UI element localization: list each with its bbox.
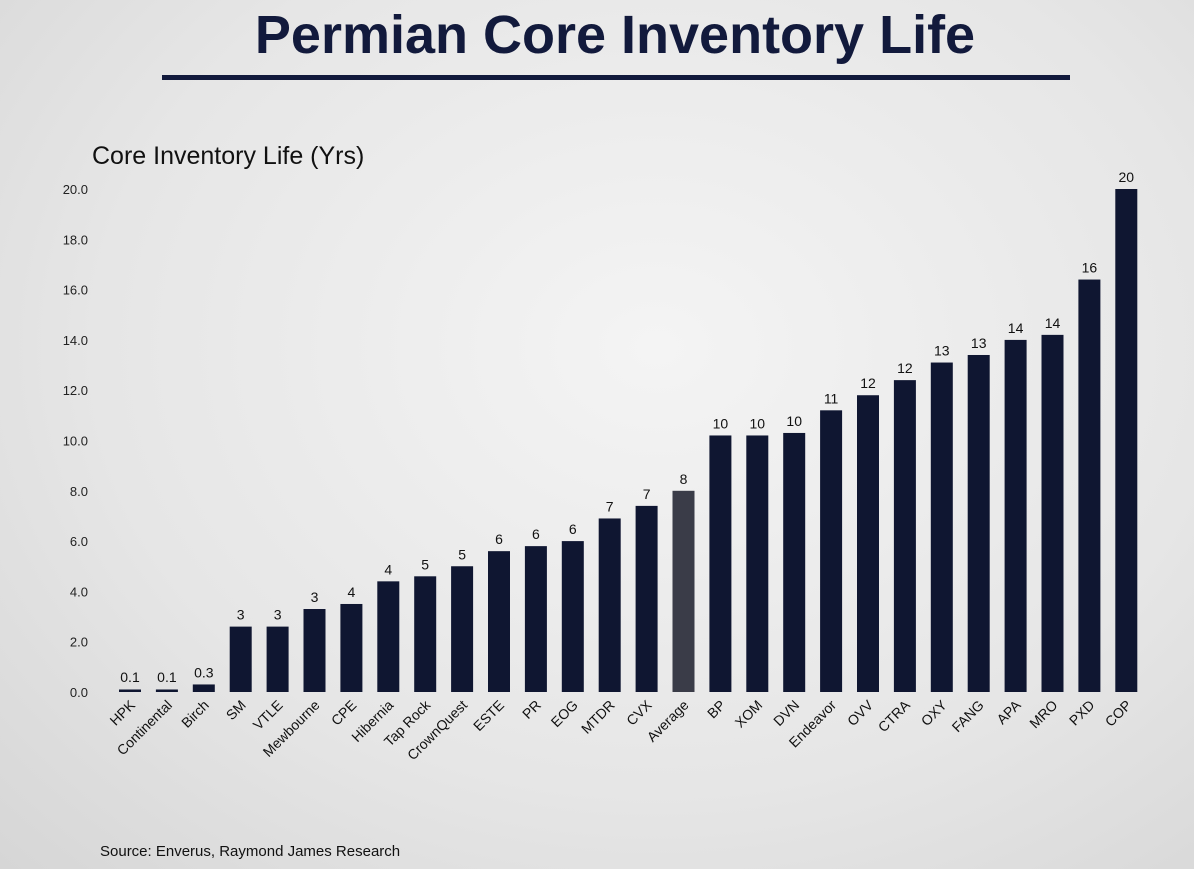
bar-mtdr — [598, 518, 621, 692]
bar-mewbourne — [303, 609, 326, 692]
data-label: 7 — [643, 486, 651, 502]
y-tick-label: 16.0 — [63, 283, 88, 298]
bar-bp — [709, 435, 732, 692]
x-tick-label: DVN — [770, 697, 802, 729]
bar-hpk — [119, 689, 141, 692]
bar-este — [488, 551, 510, 692]
data-label: 3 — [237, 607, 245, 623]
bar-vtle — [266, 626, 289, 692]
y-tick-label: 10.0 — [63, 434, 88, 449]
bar-xom — [746, 435, 769, 692]
bar-dvn — [783, 432, 806, 692]
data-label: 5 — [421, 556, 429, 572]
title-underline — [162, 75, 1070, 80]
bar-continental — [155, 689, 178, 692]
x-tick-label: SM — [223, 697, 249, 723]
data-label: 16 — [1082, 260, 1098, 276]
bar-cop — [1115, 189, 1138, 692]
x-tick-label: XOM — [732, 697, 766, 731]
bar-endeavor — [820, 410, 843, 692]
x-tick-label: MTDR — [578, 697, 618, 737]
x-tick-label: ESTE — [470, 697, 507, 734]
x-tick-label: Average — [644, 697, 692, 745]
data-label: 3 — [311, 589, 319, 605]
x-tick-label: COP — [1102, 697, 1135, 730]
data-label: 0.1 — [157, 669, 177, 685]
source-note: Source: Enverus, Raymond James Research — [100, 843, 401, 860]
x-tick-label: PR — [519, 697, 544, 722]
data-label: 0.3 — [194, 664, 214, 680]
bar-pr — [524, 546, 547, 692]
bar-mro — [1041, 334, 1064, 692]
y-tick-label: 12.0 — [63, 383, 88, 398]
data-label: 11 — [824, 390, 839, 406]
data-label: 10 — [786, 413, 802, 429]
bar-average — [672, 490, 695, 692]
x-tick-label: CTRA — [875, 696, 914, 735]
x-tick-label: CPE — [328, 697, 360, 729]
bar-crownquest — [451, 566, 474, 692]
bar-eog — [561, 541, 584, 692]
data-label: 10 — [713, 415, 729, 431]
data-label: 14 — [1045, 315, 1061, 331]
data-label: 12 — [897, 360, 913, 376]
x-tick-label: EOG — [548, 697, 581, 730]
data-label: 6 — [495, 531, 503, 547]
y-tick-label: 6.0 — [70, 534, 88, 549]
data-label: 5 — [458, 546, 466, 562]
bar-ovv — [857, 395, 879, 692]
x-tick-label: OVV — [844, 696, 877, 729]
data-label: 3 — [274, 607, 282, 623]
data-label: 8 — [680, 471, 688, 487]
bar-sm — [229, 626, 252, 692]
bar-cpe — [340, 603, 363, 692]
x-tick-label: FANG — [949, 697, 987, 735]
x-tick-label: BP — [704, 697, 729, 722]
data-label: 0.1 — [120, 669, 140, 685]
bar-cvx — [635, 505, 658, 692]
y-tick-label: 0.0 — [70, 685, 88, 700]
y-axis-label: Core Inventory Life (Yrs) — [92, 142, 365, 170]
y-tick-label: 18.0 — [63, 232, 88, 247]
x-tick-label: HPK — [106, 696, 138, 728]
x-tick-label: APA — [993, 696, 1024, 727]
data-label: 12 — [860, 375, 876, 391]
x-tick-label: Birch — [178, 697, 212, 731]
bar-fang — [967, 354, 990, 692]
bar-ctra — [893, 380, 916, 692]
data-label: 20 — [1119, 169, 1135, 185]
bar-pxd — [1078, 279, 1101, 692]
bar-hibernia — [377, 581, 400, 692]
data-label: 7 — [606, 498, 614, 514]
data-label: 6 — [532, 526, 540, 542]
data-label: 4 — [384, 561, 392, 577]
y-tick-label: 8.0 — [70, 484, 88, 499]
x-tick-label: PXD — [1066, 697, 1098, 729]
y-tick-label: 4.0 — [70, 584, 88, 599]
x-tick-label: MRO — [1026, 697, 1060, 731]
y-tick-label: 20.0 — [63, 182, 88, 197]
data-label: 4 — [348, 584, 356, 600]
bar-tap-rock — [414, 576, 437, 692]
chart-title: Permian Core Inventory Life — [254, 5, 976, 65]
x-tick-label: OXY — [918, 696, 951, 729]
y-tick-label: 2.0 — [70, 635, 88, 650]
data-label: 13 — [971, 335, 987, 351]
x-tick-label: CVX — [623, 696, 655, 728]
bar-oxy — [930, 362, 953, 692]
bar-apa — [1004, 339, 1027, 692]
data-label: 10 — [750, 415, 766, 431]
y-tick-label: 14.0 — [63, 333, 88, 348]
bar-birch — [192, 684, 215, 692]
data-label: 14 — [1008, 320, 1024, 336]
data-label: 13 — [934, 343, 950, 359]
data-label: 6 — [569, 521, 577, 537]
